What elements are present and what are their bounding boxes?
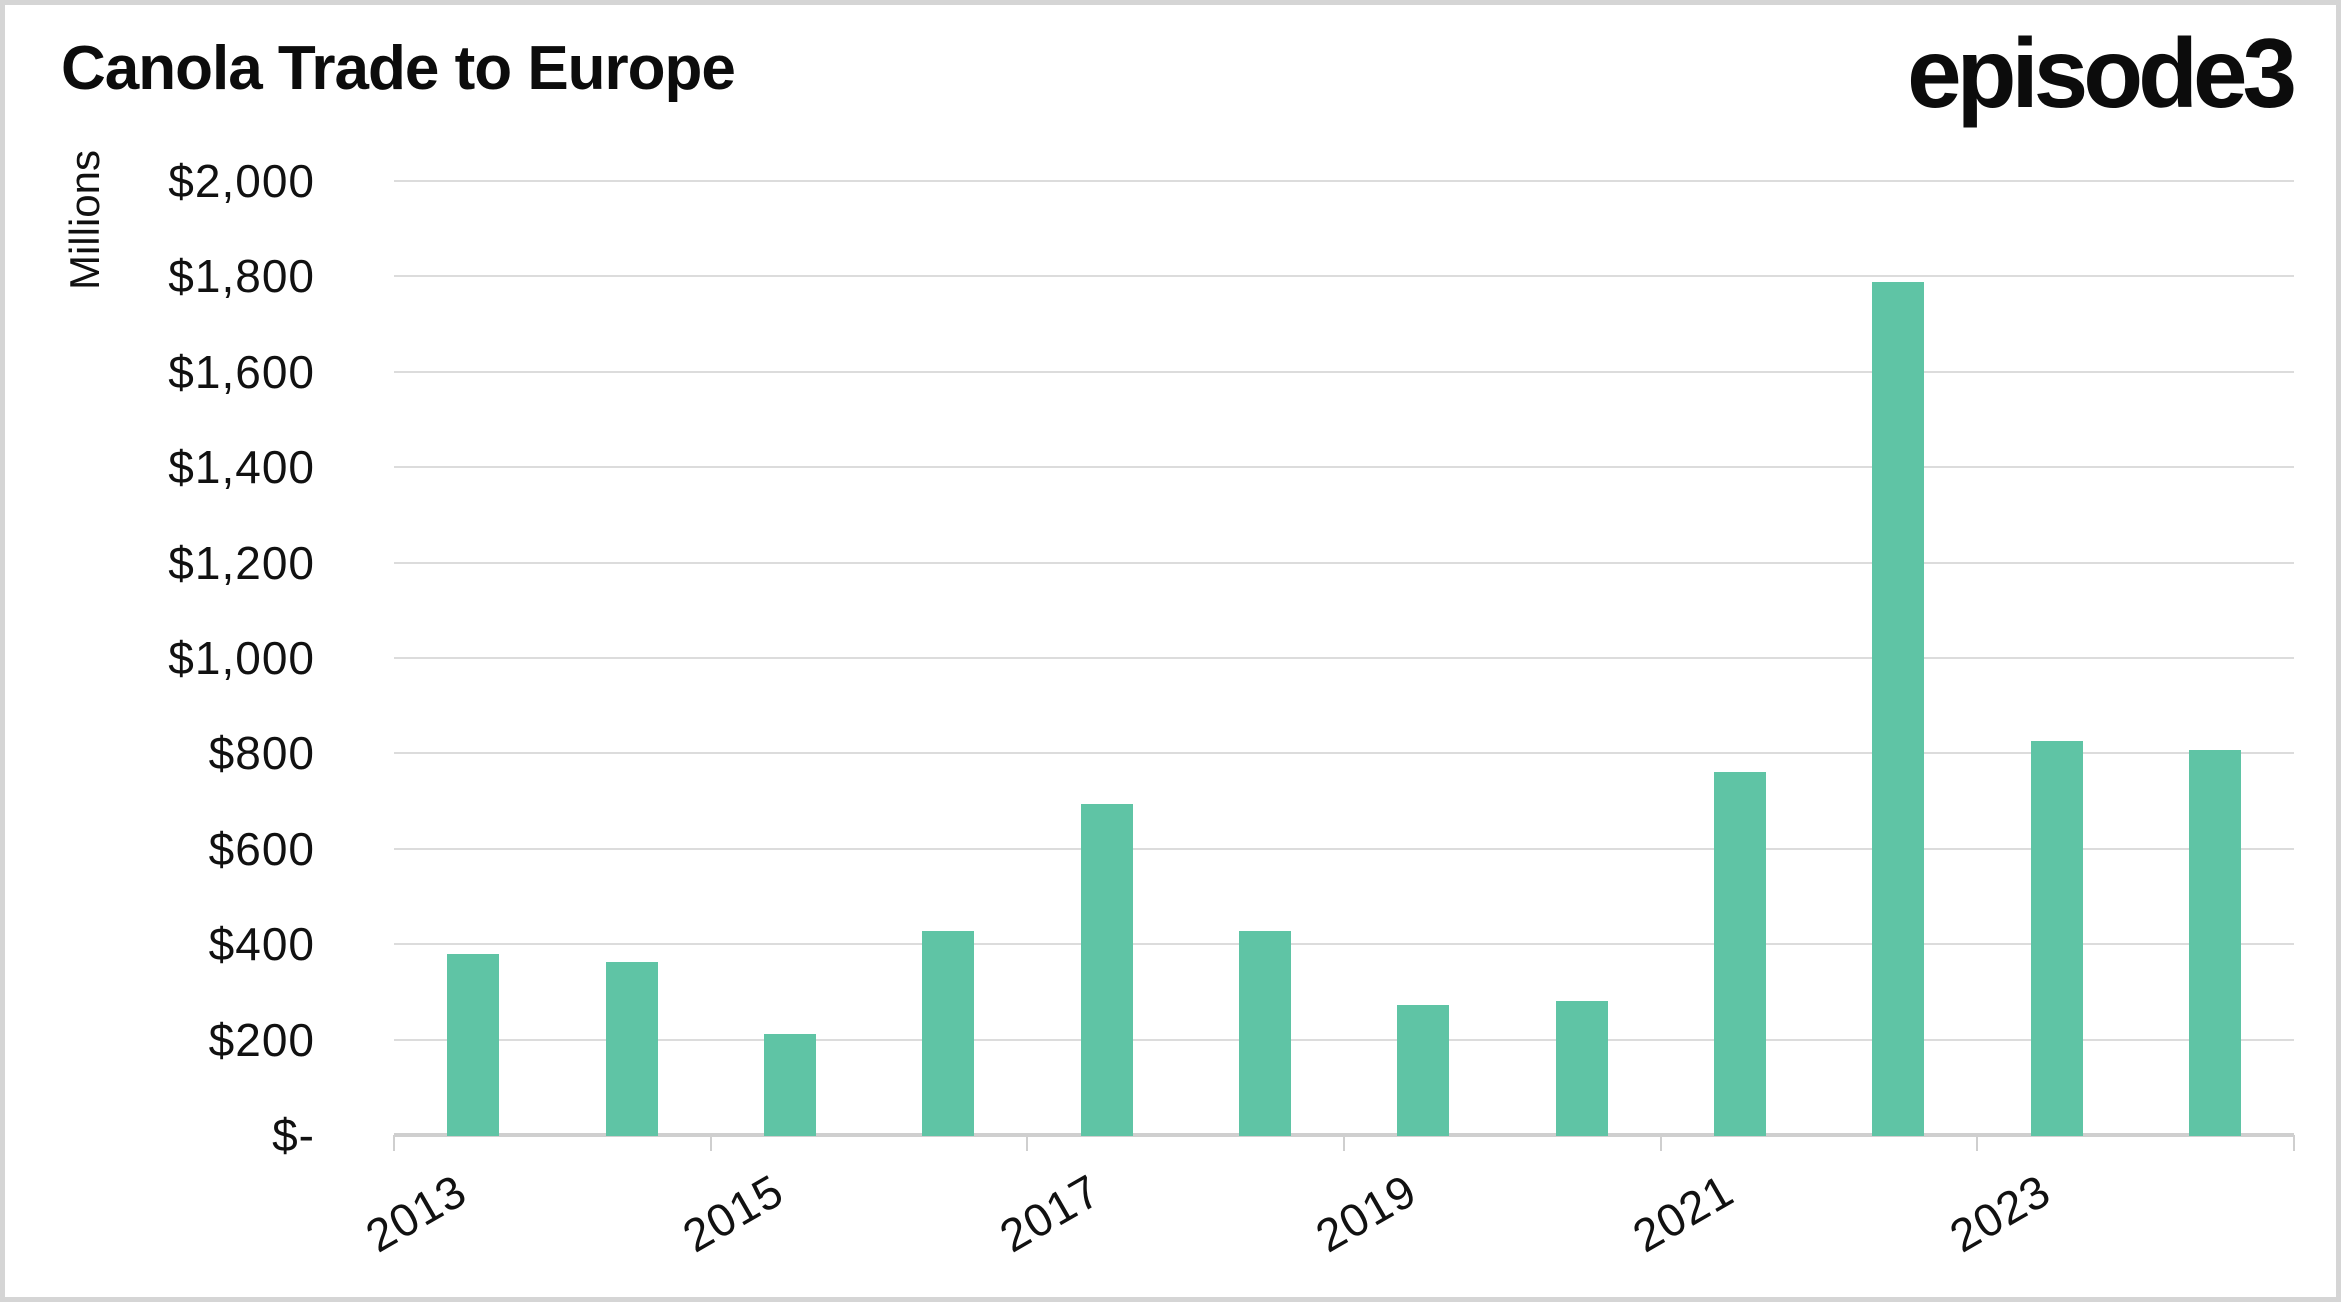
bar-2018 xyxy=(1238,931,1291,1136)
x-axis-tick xyxy=(2293,1135,2295,1151)
x-tick-label: 2019 xyxy=(1307,1163,1426,1263)
gridline xyxy=(394,180,2294,182)
gridline xyxy=(394,275,2294,278)
chart-title: Canola Trade to Europe xyxy=(61,34,736,103)
x-axis-tick xyxy=(1659,1135,1662,1151)
y-tick-label: $400 xyxy=(208,918,315,971)
y-tick-label: $2,000 xyxy=(168,155,315,207)
y-tick-label: $800 xyxy=(208,727,315,780)
y-tick-label: $600 xyxy=(208,822,315,875)
bar-2016 xyxy=(922,930,975,1136)
episode3-logo: episode3 xyxy=(1907,18,2297,128)
x-axis-tick xyxy=(393,1135,395,1151)
gridline xyxy=(394,752,2294,755)
bar-2014 xyxy=(605,962,658,1136)
gridline xyxy=(394,657,2294,659)
bar-2024 xyxy=(2188,749,2241,1136)
x-axis-tick xyxy=(1343,1135,1345,1151)
y-tick-label: $1,000 xyxy=(168,632,315,684)
x-tick-label: 2023 xyxy=(1940,1163,2059,1263)
x-tick-label: 2017 xyxy=(990,1163,1109,1263)
gridline xyxy=(394,1038,2294,1041)
gridline xyxy=(394,370,2294,373)
bar-2023 xyxy=(2030,740,2083,1136)
y-tick-label: $1,600 xyxy=(168,345,315,398)
bar-2013 xyxy=(447,953,500,1136)
gridline xyxy=(394,847,2294,850)
bar-2017 xyxy=(1080,803,1133,1136)
x-tick-label: 2015 xyxy=(673,1163,792,1263)
y-tick-label: $- xyxy=(272,1109,315,1161)
x-axis-tick xyxy=(709,1135,712,1151)
x-axis-tick xyxy=(1026,1135,1029,1151)
bar-2021 xyxy=(1713,771,1766,1136)
bar-2020 xyxy=(1555,1001,1608,1136)
x-tick-label: 2021 xyxy=(1623,1163,1742,1263)
x-axis-tick xyxy=(1976,1135,1979,1151)
gridline xyxy=(394,466,2294,469)
y-tick-label: $1,800 xyxy=(168,250,315,303)
bar-2019 xyxy=(1397,1005,1450,1136)
x-tick-label: 2013 xyxy=(357,1163,476,1263)
bar-2022 xyxy=(1872,281,1925,1136)
y-tick-label: $1,200 xyxy=(168,536,315,589)
bar-2015 xyxy=(763,1033,816,1136)
y-tick-label: $200 xyxy=(208,1013,315,1066)
y-tick-label: $1,400 xyxy=(168,441,315,494)
gridline xyxy=(394,561,2294,564)
gridline xyxy=(394,943,2294,946)
